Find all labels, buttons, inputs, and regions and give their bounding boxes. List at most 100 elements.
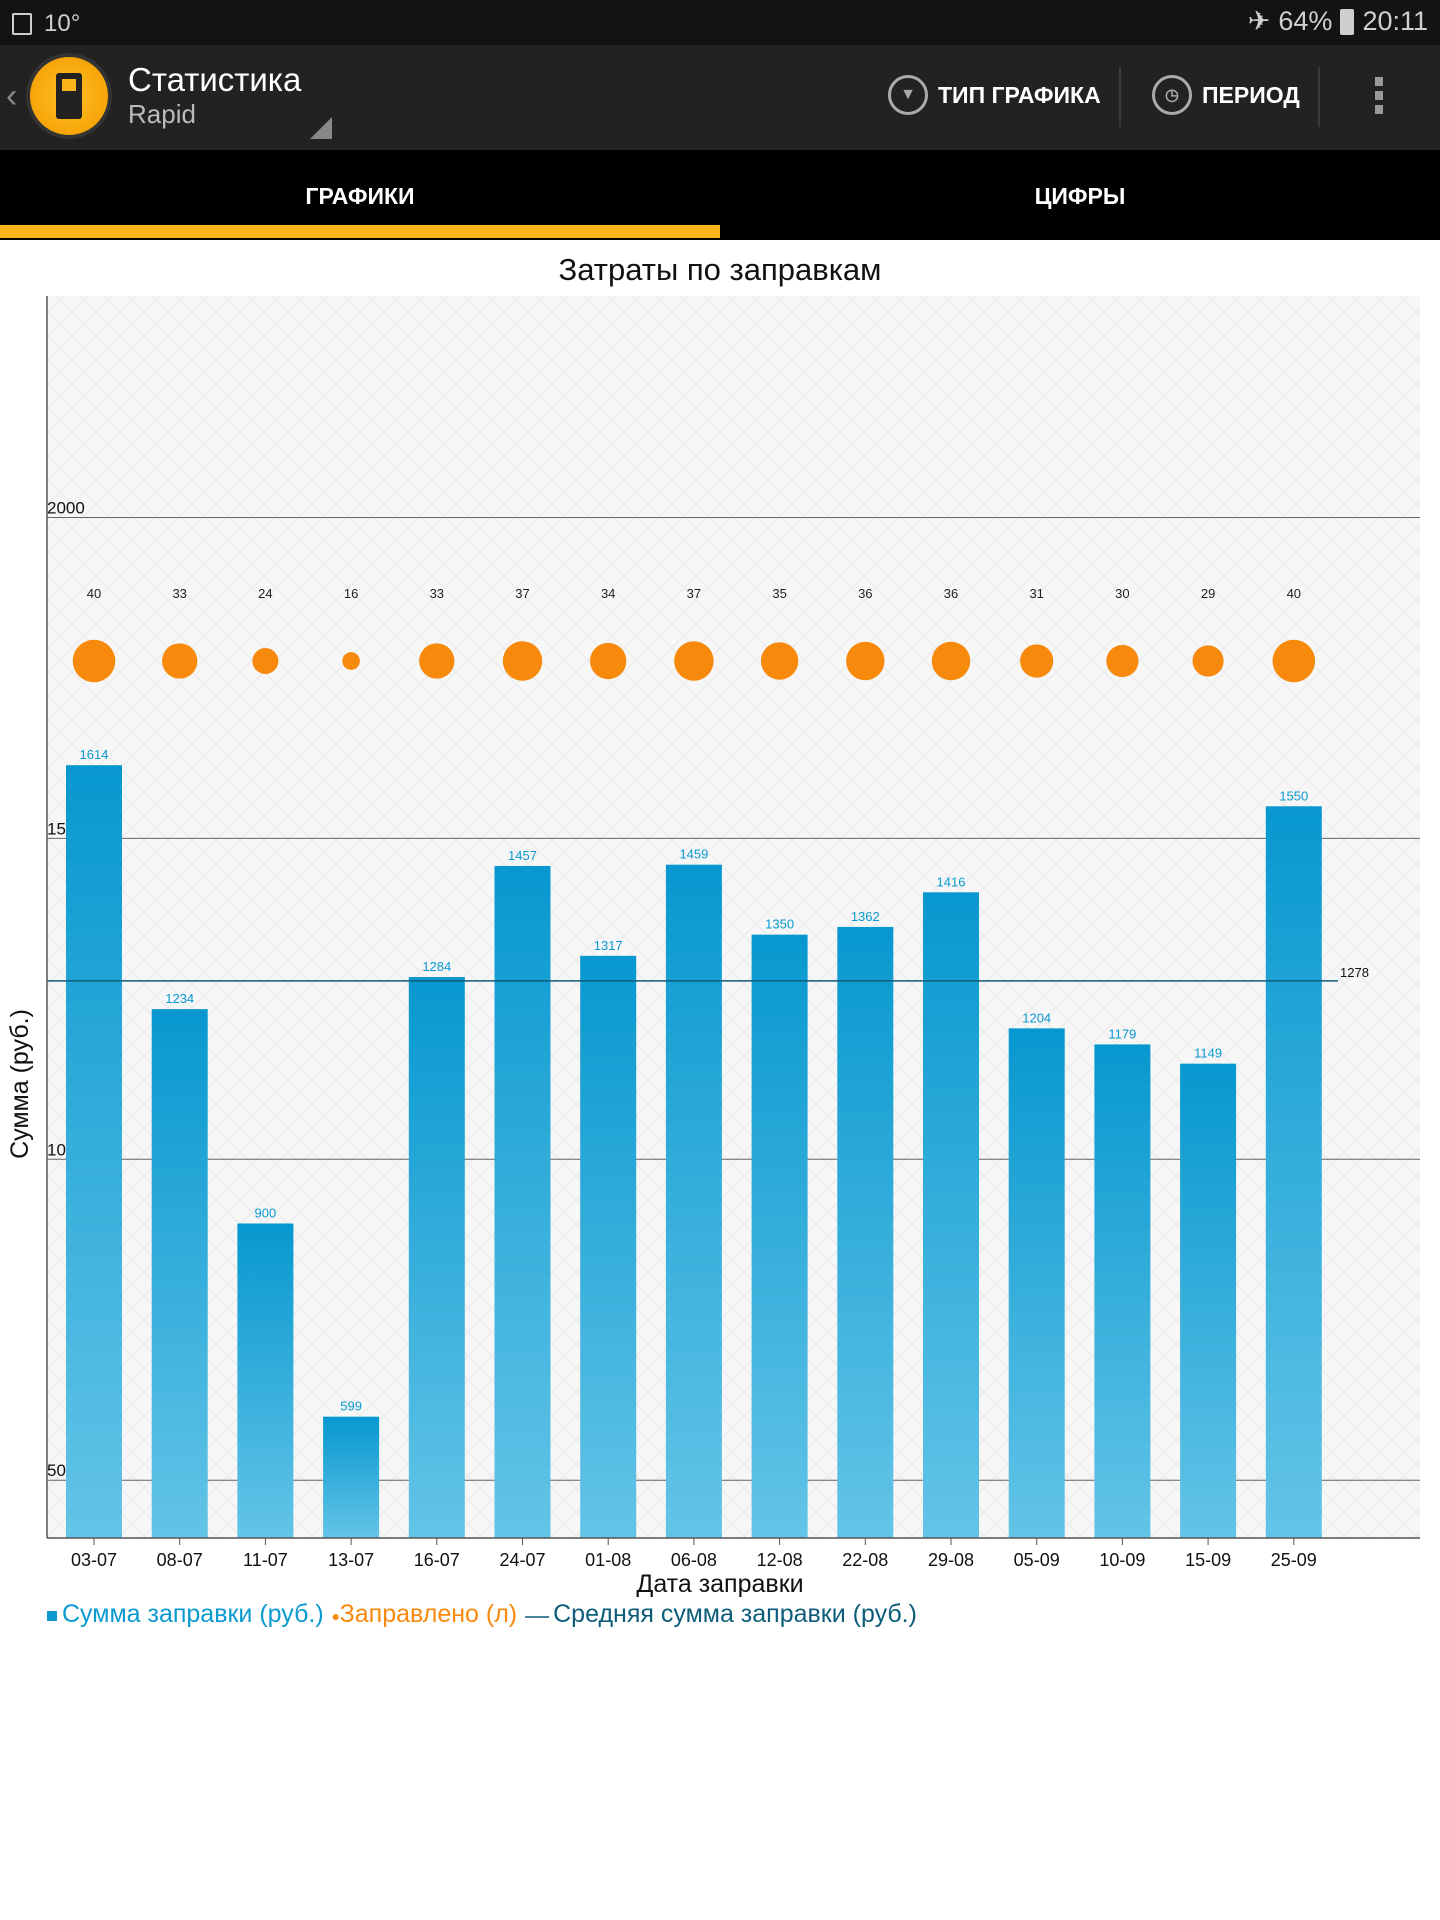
bar xyxy=(1094,1044,1151,1538)
status-bar: 10° ✈ 64% 20:11 xyxy=(0,0,1440,45)
bar-value-label: 599 xyxy=(340,1399,362,1414)
chart-type-button[interactable]: ▼ ТИП ГРАФИКА xyxy=(888,75,1101,115)
legend-bar-swatch xyxy=(47,1611,57,1621)
average-value-label: 1278 xyxy=(1340,965,1369,980)
fuel-value-label: 35 xyxy=(772,586,786,601)
tab-charts[interactable]: ГРАФИКИ xyxy=(305,183,415,209)
image-notification-icon xyxy=(12,13,32,35)
bar xyxy=(494,865,551,1538)
y-axis-title: Сумма (руб.) xyxy=(6,1009,34,1159)
fuel-bubble xyxy=(342,652,360,670)
clock: 20:11 xyxy=(1362,6,1428,36)
overflow-menu-icon[interactable] xyxy=(1375,77,1383,119)
bar-value-label: 1317 xyxy=(594,938,623,953)
app-logo-fuel-pump-icon[interactable] xyxy=(26,53,112,139)
period-button[interactable]: ◷ ПЕРИОД xyxy=(1152,75,1300,115)
x-tick-label: 11-07 xyxy=(243,1550,288,1570)
clock-icon: ◷ xyxy=(1152,75,1192,115)
bar xyxy=(1180,1063,1237,1538)
x-tick-label: 24-07 xyxy=(499,1550,545,1570)
fuel-value-label: 33 xyxy=(172,586,186,601)
airplane-mode-icon: ✈ xyxy=(1247,6,1271,36)
fuel-value-label: 36 xyxy=(944,586,958,601)
chart-type-label: ТИП ГРАФИКА xyxy=(938,81,1101,108)
bar-value-label: 1284 xyxy=(422,959,451,974)
fuel-value-label: 40 xyxy=(87,586,101,601)
bar-value-label: 1550 xyxy=(1279,788,1308,803)
bar xyxy=(923,892,979,1538)
y-tick-label: 2000 xyxy=(47,498,85,517)
bar xyxy=(1265,806,1322,1538)
fuel-bubble xyxy=(1272,639,1316,683)
fuel-bubble xyxy=(1192,645,1224,677)
legend-dot-label: Заправлено (л) xyxy=(340,1600,517,1628)
bar xyxy=(66,765,122,1538)
bar-value-label: 1416 xyxy=(937,874,966,889)
fuel-bubble xyxy=(931,641,971,681)
bar-value-label: 1149 xyxy=(1194,1046,1222,1061)
x-tick-label: 13-07 xyxy=(328,1550,374,1570)
temperature: 10° xyxy=(44,10,81,37)
fuel-value-label: 37 xyxy=(515,586,529,601)
x-tick-label: 08-07 xyxy=(157,1550,203,1570)
fuel-value-label: 33 xyxy=(430,586,444,601)
fuel-bubble xyxy=(674,641,714,681)
fuel-value-label: 40 xyxy=(1287,586,1301,601)
bar-value-label: 1350 xyxy=(765,917,794,932)
legend-dot-swatch xyxy=(332,1614,339,1620)
x-tick-label: 10-09 xyxy=(1099,1550,1145,1570)
fuel-bubble xyxy=(1020,644,1054,678)
bar-value-label: 1362 xyxy=(851,909,880,924)
fuel-value-label: 31 xyxy=(1029,586,1043,601)
x-tick-label: 15-09 xyxy=(1185,1550,1231,1570)
fuel-bubble xyxy=(162,643,198,679)
bar xyxy=(408,977,465,1538)
x-tick-label: 01-08 xyxy=(585,1550,631,1570)
battery-icon xyxy=(1340,8,1355,35)
fuel-value-label: 24 xyxy=(258,586,272,601)
chart: Затраты по заправкам 5001000150020001614… xyxy=(6,252,1420,1628)
legend-bar-label: Сумма заправки (руб.) xyxy=(62,1600,324,1628)
bar-value-label: 1459 xyxy=(679,847,708,862)
dropdown-corner-icon xyxy=(310,117,332,139)
x-tick-label: 25-09 xyxy=(1271,1550,1317,1570)
bar-value-label: 900 xyxy=(255,1205,277,1220)
app-title: Статистика xyxy=(128,61,302,98)
bar xyxy=(237,1223,294,1538)
bar xyxy=(323,1416,380,1538)
tab-numbers[interactable]: ЦИФРЫ xyxy=(1034,183,1126,209)
fuel-bubble xyxy=(72,639,116,683)
period-label: ПЕРИОД xyxy=(1202,81,1300,108)
fuel-value-label: 16 xyxy=(344,586,358,601)
x-axis-title: Дата заправки xyxy=(636,1570,803,1598)
legend: Сумма заправки (руб.) Заправлено (л) Сре… xyxy=(47,1600,917,1628)
fuel-bubble xyxy=(419,643,455,679)
dropdown-circle-icon: ▼ xyxy=(888,75,928,115)
fuel-value-label: 30 xyxy=(1115,586,1129,601)
bar-value-label: 1179 xyxy=(1108,1026,1136,1041)
chart-title: Затраты по заправкам xyxy=(558,252,881,287)
fuel-bubble xyxy=(252,648,279,674)
fuel-value-label: 34 xyxy=(601,586,615,601)
action-bar: ‹ Статистика Rapid ▼ ТИП ГРАФИКА ◷ ПЕРИОД xyxy=(0,45,1440,150)
legend-line-label: Средняя сумма заправки (руб.) xyxy=(553,1600,917,1628)
vehicle-selector[interactable]: Rapid xyxy=(128,99,196,129)
fuel-bubble xyxy=(1106,644,1139,678)
battery-percent: 64% xyxy=(1278,6,1333,36)
back-chevron-icon[interactable]: ‹ xyxy=(6,77,18,115)
bar-value-label: 1457 xyxy=(508,848,537,863)
x-tick-label: 29-08 xyxy=(928,1550,974,1570)
bar-value-label: 1204 xyxy=(1022,1010,1051,1025)
bar xyxy=(151,1009,208,1538)
x-tick-label: 06-08 xyxy=(671,1550,717,1570)
bar-value-label: 1614 xyxy=(80,747,109,762)
fuel-value-label: 29 xyxy=(1201,586,1215,601)
x-tick-label: 12-08 xyxy=(757,1550,803,1570)
fuel-bubble xyxy=(590,642,627,680)
bar xyxy=(751,934,808,1538)
divider xyxy=(1318,67,1320,127)
bar xyxy=(837,926,894,1538)
tab-bar: ГРАФИКИ ЦИФРЫ xyxy=(0,150,1440,240)
divider xyxy=(1119,67,1121,127)
x-tick-label: 05-09 xyxy=(1014,1550,1060,1570)
